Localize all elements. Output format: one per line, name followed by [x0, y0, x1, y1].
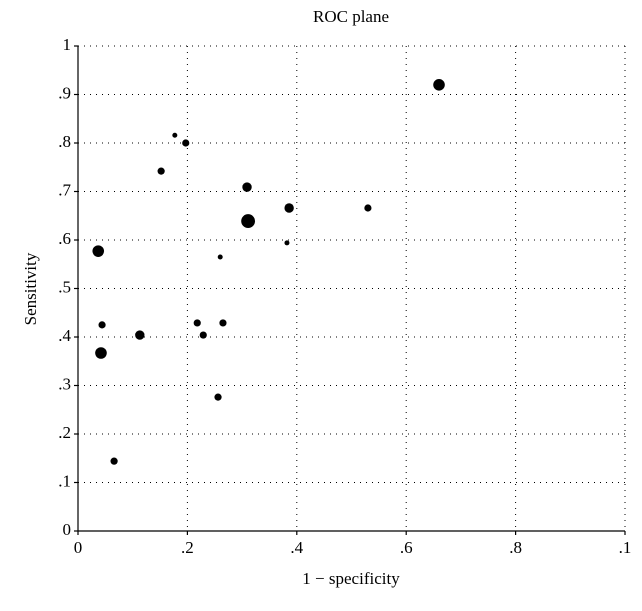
- point: [284, 240, 290, 246]
- point: [219, 319, 227, 327]
- point: [241, 214, 256, 228]
- point: [242, 182, 252, 192]
- point: [110, 457, 118, 465]
- y-tick-label: .2: [58, 423, 71, 442]
- y-tick-label: .6: [58, 229, 71, 248]
- y-tick-label: .3: [58, 374, 71, 393]
- point: [214, 393, 222, 401]
- y-tick-label: .8: [58, 132, 71, 151]
- x-tick-label: .4: [290, 538, 303, 557]
- point: [217, 254, 223, 260]
- point: [135, 330, 145, 340]
- point: [92, 245, 105, 257]
- point: [182, 139, 190, 147]
- point: [284, 203, 294, 213]
- point: [98, 321, 106, 329]
- x-tick-label: .6: [400, 538, 413, 557]
- point: [433, 79, 445, 91]
- y-tick-label: .5: [58, 277, 71, 296]
- y-tick-label: 1: [63, 35, 72, 54]
- point: [193, 319, 201, 327]
- x-tick-label: .2: [181, 538, 194, 557]
- y-tick-label: .9: [58, 83, 71, 102]
- chart-title: ROC plane: [313, 7, 389, 26]
- y-tick-label: .7: [58, 180, 71, 199]
- y-tick-label: .1: [58, 471, 71, 490]
- x-tick-label: 0: [74, 538, 83, 557]
- x-axis-label: 1 − specificity: [302, 569, 400, 588]
- x-tick-label: .8: [509, 538, 522, 557]
- y-tick-label: 0: [63, 520, 72, 539]
- point: [172, 132, 178, 138]
- point: [199, 331, 207, 339]
- y-tick-label: .4: [58, 326, 71, 345]
- point: [157, 167, 165, 175]
- point: [364, 204, 372, 212]
- y-axis-label: Sensitivity: [21, 252, 40, 325]
- x-tick-label: .1: [619, 538, 632, 557]
- point: [95, 347, 107, 359]
